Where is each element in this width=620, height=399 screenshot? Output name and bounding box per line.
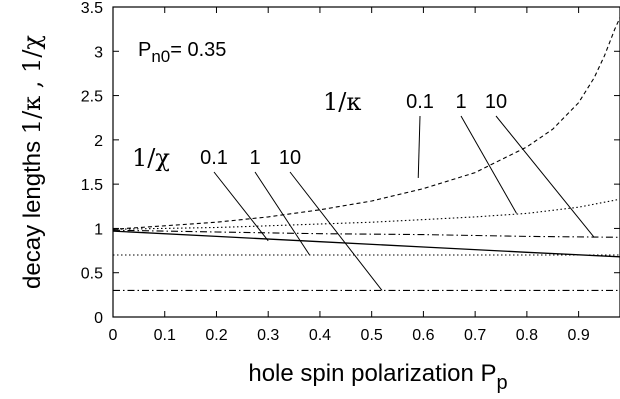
- group-label-kappa: 1/κ: [323, 88, 361, 116]
- y-tick-label: 2: [94, 133, 103, 150]
- y-tick-label: 3.5: [81, 0, 103, 17]
- x-tick-label: 0.5: [361, 327, 383, 344]
- curves: [112, 17, 620, 291]
- x-axis-label-main: hole spin polarization P: [248, 360, 496, 387]
- param-label-chi-10: 10: [279, 147, 301, 169]
- param-label-chi-1: 1: [249, 147, 260, 169]
- y-tick-label: 3: [94, 44, 103, 61]
- y-axis-label-main: decay lengths: [19, 134, 46, 289]
- axes: 0 0.1 0.2 0.3 0.4 0.5 0.6 0.7 0.8 0.9 0 0.5 1 1.5 2 2.5…: [81, 0, 620, 344]
- x-tick-label: 0.6: [412, 327, 434, 344]
- pointer-lines: [213, 115, 595, 291]
- y-tick-label: 2.5: [81, 89, 103, 106]
- x-tick-label: 0.2: [205, 327, 227, 344]
- group-label-chi: 1/χ: [132, 144, 170, 172]
- series-line-kappa-1: [112, 198, 620, 230]
- x-axis-label-sub: p: [497, 372, 508, 394]
- param-label-kappa-01: 0.1: [406, 91, 434, 113]
- x-tick-label: 0.9: [567, 327, 589, 344]
- param-label-kappa-1: 1: [455, 91, 466, 113]
- x-tick-label: 0.7: [464, 327, 486, 344]
- series-line-kappa-01: [112, 17, 620, 230]
- pointer-line: [213, 171, 269, 242]
- parameter-label-sub: n0: [151, 47, 170, 66]
- series-line-chi-01: [112, 230, 620, 258]
- param-label-chi-01: 0.1: [200, 147, 228, 169]
- y-axis-label-symbols: 1/κ , 1/χ: [18, 35, 46, 135]
- series-line-kappa-10: [112, 229, 620, 238]
- x-tick-label: 0.3: [257, 327, 279, 344]
- plot-frame: [112, 6, 620, 318]
- pointer-line: [254, 171, 311, 256]
- param-label-kappa-10: 10: [485, 91, 507, 113]
- labels: hole spin polarization Pp decay lengths 1…: [18, 35, 508, 394]
- y-axis-label: decay lengths 1/κ , 1/χ: [18, 35, 46, 289]
- parameter-label: Pn0= 0.35: [138, 39, 226, 66]
- pointer-line: [289, 171, 383, 291]
- parameter-label-value: = 0.35: [170, 39, 226, 61]
- y-tick-label: 0: [94, 310, 103, 327]
- x-tick-label: 0: [109, 327, 118, 344]
- pointer-line: [417, 115, 421, 178]
- pointer-line: [495, 115, 595, 238]
- x-tick-label: 0.8: [516, 327, 538, 344]
- x-axis-label: hole spin polarization Pp: [248, 360, 507, 394]
- pointer-line: [460, 115, 517, 214]
- x-tick-label: 0.4: [309, 327, 331, 344]
- y-tick-label: 0.5: [81, 266, 103, 283]
- y-tick-label: 1.5: [81, 177, 103, 194]
- y-tick-label: 1: [94, 221, 103, 238]
- x-tick-label: 0.1: [154, 327, 176, 344]
- parameter-label-prefix: P: [138, 39, 151, 61]
